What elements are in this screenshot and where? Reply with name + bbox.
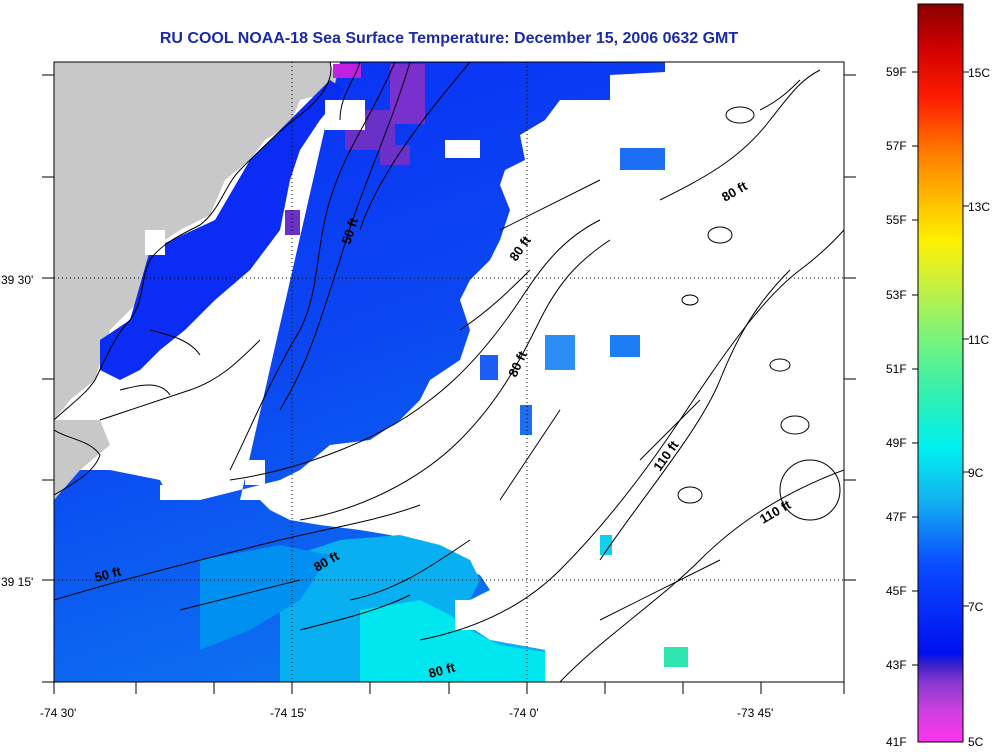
colorbar-f-label: 57F (886, 139, 907, 153)
colorbar-f-label: 51F (886, 362, 907, 376)
colorbar-c-label: 9C (968, 466, 984, 480)
map-title: RU COOL NOAA-18 Sea Surface Temperature:… (159, 30, 739, 47)
y-tick-label: 39 15' (1, 575, 33, 589)
colorbar-f-label: 49F (886, 436, 907, 450)
coastline (54, 62, 361, 496)
sst-field (54, 62, 688, 682)
contour-label-80ft-bottom: 80 ft (427, 659, 457, 681)
colorbar-f-label: 41F (886, 735, 907, 749)
colorbar-f-label: 53F (886, 288, 907, 302)
map-plot-area: 50 ft 80 ft 80 ft 80 ft 110 ft 110 ft 50… (54, 62, 844, 682)
colorbar-c-label: 7C (968, 600, 984, 614)
colorbar-f-label: 45F (886, 584, 907, 598)
land-mass-barrier (54, 420, 110, 500)
colorbar-f-label: 47F (886, 510, 907, 524)
y-tick-label: 39 30' (1, 273, 33, 287)
colorbar-f-label: 43F (886, 658, 907, 672)
colorbar-f-label: 59F (886, 65, 907, 79)
colorbar-c-label: 11C (968, 333, 989, 347)
colorbar-c-label: 5C (968, 735, 984, 749)
bathymetry-contours (54, 62, 844, 682)
colorbar-f-label: 55F (886, 213, 907, 227)
x-tick-label: -74 0' (509, 706, 539, 720)
x-tick-label: -74 30' (40, 706, 76, 720)
temperature-colorbar: 59F 57F 55F 53F 51F 49F 47F 45F 43F 41F … (886, 3, 990, 749)
contour-label-50ft-south: 50 ft (93, 563, 123, 585)
x-tick-label: -74 15' (270, 706, 306, 720)
land-mass (54, 62, 340, 420)
colorbar-c-label: 13C (968, 200, 990, 214)
axis-tick-labels: -74 30' -74 15' -74 0' -73 45' 39 30' 39… (1, 273, 773, 720)
axis-ticks (42, 62, 856, 694)
colorbar-c-label: 15C (968, 66, 990, 80)
graticule (54, 62, 844, 682)
x-tick-label: -73 45' (737, 706, 773, 720)
